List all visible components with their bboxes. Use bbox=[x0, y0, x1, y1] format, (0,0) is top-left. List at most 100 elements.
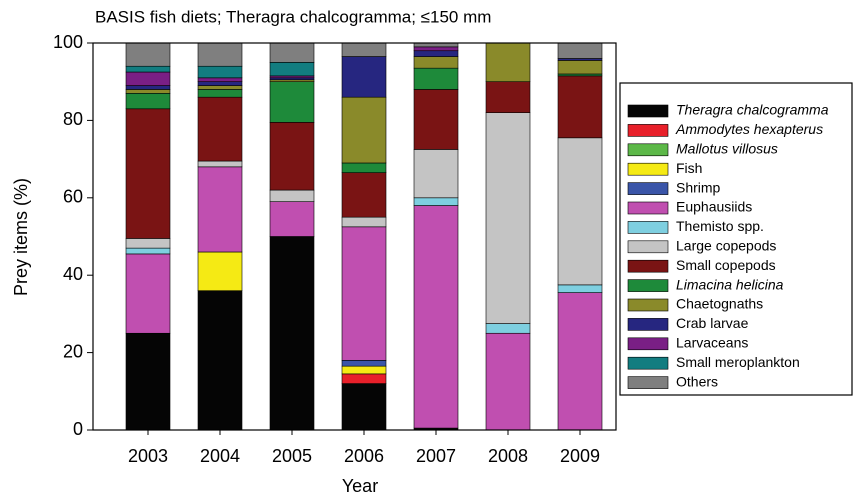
bar-segment bbox=[269, 122, 315, 191]
legend-label: Crab larvae bbox=[676, 315, 749, 331]
legend-swatch bbox=[627, 143, 669, 157]
legend-label: Euphausiids bbox=[676, 199, 752, 215]
legend-swatch bbox=[627, 162, 669, 176]
x-tick-label: 2004 bbox=[200, 446, 240, 466]
legend-swatch bbox=[627, 298, 669, 312]
bar-segment bbox=[413, 149, 459, 199]
legend-label: Fish bbox=[676, 160, 702, 176]
bar-segment bbox=[269, 236, 315, 431]
legend-swatch bbox=[627, 259, 669, 273]
legend-swatch bbox=[627, 221, 669, 234]
bar-segment bbox=[125, 65, 171, 73]
x-tick-label: 2009 bbox=[560, 446, 600, 466]
legend-label: Larvaceans bbox=[676, 335, 748, 351]
legend-label: Shrimp bbox=[676, 179, 721, 195]
bar-segment bbox=[197, 251, 243, 291]
legend-label: Ammodytes hexapterus bbox=[675, 121, 823, 137]
bar-segment bbox=[269, 81, 315, 123]
x-tick-label: 2005 bbox=[272, 446, 312, 466]
legend-label: Others bbox=[676, 373, 718, 389]
bar-segment bbox=[341, 56, 387, 98]
x-tick-label: 2006 bbox=[344, 446, 384, 466]
bar-segment bbox=[125, 108, 171, 239]
legend-swatch bbox=[627, 240, 669, 254]
bar-segment bbox=[341, 42, 387, 57]
bar-segment bbox=[197, 160, 243, 168]
bar-segment bbox=[341, 216, 387, 228]
bar-segment bbox=[557, 284, 603, 293]
bar-segment bbox=[197, 96, 243, 162]
bar-segment bbox=[413, 67, 459, 90]
bar-segment bbox=[413, 50, 459, 57]
bar-segment bbox=[125, 85, 171, 90]
legend-label: Chaetognaths bbox=[676, 296, 763, 312]
bar-segment bbox=[341, 360, 387, 367]
bar-segment bbox=[557, 42, 603, 59]
bar-segment bbox=[125, 93, 171, 110]
bar-segment bbox=[125, 42, 171, 67]
bar-segment bbox=[413, 89, 459, 150]
legend-label: Themisto spp. bbox=[676, 218, 764, 234]
bar-segment bbox=[269, 189, 315, 202]
y-axis-label: Prey items (%) bbox=[11, 178, 31, 296]
bar-segment bbox=[341, 365, 387, 375]
bar-segment bbox=[125, 71, 171, 86]
bar-segment bbox=[197, 166, 243, 253]
bar-segment bbox=[341, 226, 387, 361]
bar-segment bbox=[485, 112, 531, 324]
y-tick-label: 60 bbox=[63, 187, 83, 207]
legend-swatch bbox=[627, 201, 669, 215]
bar-segment bbox=[341, 162, 387, 173]
bar-segment bbox=[197, 290, 243, 431]
y-tick-label: 80 bbox=[63, 109, 83, 129]
bar-segment bbox=[197, 85, 243, 90]
bar-segment bbox=[269, 201, 315, 237]
bar-segment bbox=[341, 373, 387, 384]
bar-segment bbox=[557, 75, 603, 139]
bar-segment bbox=[197, 65, 243, 79]
legend-swatch bbox=[627, 337, 669, 351]
bar-segment bbox=[413, 205, 459, 429]
legend-swatch bbox=[627, 318, 669, 331]
legend-swatch bbox=[627, 376, 669, 389]
bar-segment bbox=[125, 247, 171, 255]
bar-segment bbox=[485, 323, 531, 334]
bar-segment bbox=[413, 56, 459, 69]
bar-segment bbox=[269, 62, 315, 77]
bar-segment bbox=[125, 332, 171, 431]
legend-swatch bbox=[627, 104, 669, 118]
bar-segment bbox=[413, 46, 459, 52]
y-tick-label: 100 bbox=[53, 32, 83, 52]
x-tick-label: 2008 bbox=[488, 446, 528, 466]
y-tick-label: 40 bbox=[63, 264, 83, 284]
bar-segment bbox=[197, 81, 243, 86]
bar-segment bbox=[197, 42, 243, 67]
bar-segment bbox=[197, 77, 243, 83]
bar-segment bbox=[341, 383, 387, 431]
bar-segment bbox=[413, 197, 459, 206]
legend-swatch bbox=[627, 356, 669, 370]
chart-title: BASIS fish diets; Theragra chalcogramma;… bbox=[95, 7, 491, 26]
bar-segment bbox=[485, 332, 531, 431]
legend-label: Theragra chalcogramma bbox=[676, 102, 829, 118]
legend-label: Small meroplankton bbox=[676, 354, 800, 370]
x-tick-label: 2007 bbox=[416, 446, 456, 466]
bar-segment bbox=[485, 42, 531, 83]
legend-swatch bbox=[627, 279, 669, 292]
bar-segment bbox=[341, 172, 387, 218]
legend-label: Large copepods bbox=[676, 238, 776, 254]
y-tick-label: 0 bbox=[73, 419, 83, 439]
bar-segment bbox=[125, 89, 171, 94]
bar-segment bbox=[269, 42, 315, 63]
bar-segment bbox=[557, 137, 603, 286]
y-tick-label: 20 bbox=[63, 341, 83, 361]
x-tick-label: 2003 bbox=[128, 446, 168, 466]
bar-segment bbox=[485, 81, 531, 113]
legend-swatch bbox=[627, 182, 669, 195]
bar-segment bbox=[125, 253, 171, 334]
legend-label: Mallotus villosus bbox=[676, 141, 778, 157]
bar-segment bbox=[341, 96, 387, 164]
bar-segment bbox=[197, 89, 243, 98]
bar-segment bbox=[557, 60, 603, 75]
